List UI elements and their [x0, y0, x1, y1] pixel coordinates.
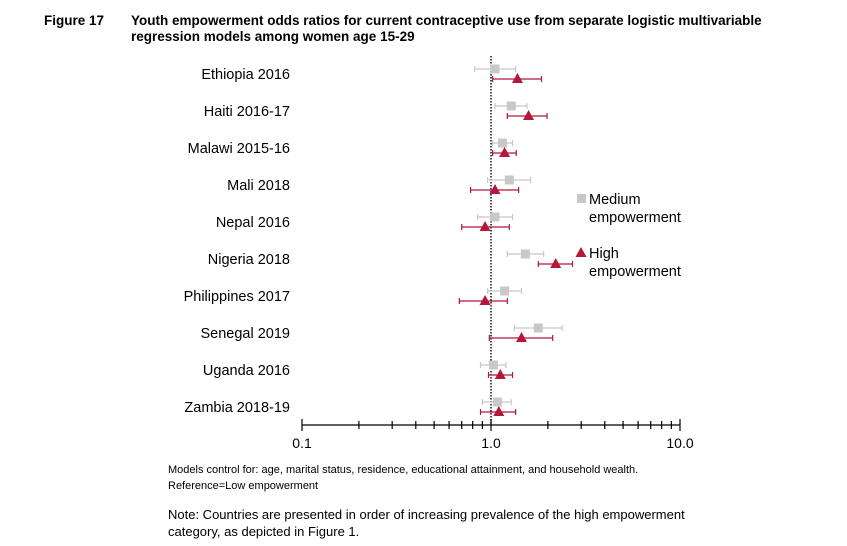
medium-empowerment-point [487, 286, 523, 296]
high-empowerment-point [506, 110, 548, 120]
x-tick-label: 10.0 [666, 435, 693, 451]
legend-high-marker [575, 247, 587, 257]
medium-empowerment-point [492, 138, 514, 148]
high-triangle-marker [479, 221, 491, 231]
country-label: Senegal 2019 [201, 326, 291, 342]
high-triangle-marker [499, 147, 511, 157]
medium-square-marker [506, 101, 516, 111]
medium-empowerment-point [506, 249, 545, 259]
medium-square-marker [497, 138, 507, 148]
medium-empowerment-point [477, 212, 514, 222]
country-label: Nepal 2016 [216, 215, 290, 231]
country-label: Ethiopia 2016 [201, 67, 290, 83]
country-label: Philippines 2017 [184, 289, 290, 305]
country-label: Mali 2018 [227, 178, 290, 194]
legend-high-label: High [589, 246, 619, 262]
high-empowerment-point [492, 73, 543, 83]
country-label: Nigeria 2018 [208, 252, 290, 268]
high-triangle-marker [515, 332, 527, 342]
models-note: Models control for: age, marital status,… [168, 462, 808, 494]
high-triangle-marker [493, 406, 505, 416]
medium-square-marker [533, 323, 543, 333]
medium-empowerment-point [474, 64, 517, 74]
medium-empowerment-point [513, 323, 563, 333]
medium-empowerment-point [479, 360, 507, 370]
high-triangle-marker [550, 258, 562, 268]
legend: Medium empowerment High empowerment [575, 192, 681, 280]
high-empowerment-point [492, 147, 517, 157]
high-empowerment-point [461, 221, 510, 231]
ordering-note: Note: Countries are presented in order o… [168, 507, 685, 539]
high-empowerment-point [470, 184, 520, 194]
country-label: Haiti 2016-17 [204, 104, 290, 120]
medium-square-marker [490, 212, 500, 222]
country-label: Zambia 2018-19 [184, 400, 290, 416]
high-triangle-marker [494, 369, 506, 379]
models-control-text: Models control for: age, marital status,… [168, 464, 639, 476]
medium-square-marker [500, 286, 510, 296]
medium-empowerment-point [494, 101, 528, 111]
x-tick-label: 0.1 [292, 435, 312, 451]
medium-square-marker [492, 397, 502, 407]
legend-high-label: empowerment [589, 264, 681, 280]
legend-medium-label: empowerment [589, 210, 681, 226]
medium-square-marker [504, 175, 514, 185]
country-label: Malawi 2015-16 [188, 141, 290, 157]
country-label: Uganda 2016 [203, 363, 290, 379]
figure-title: Youth empowerment odds ratios for curren… [131, 13, 762, 44]
high-empowerment-point [458, 295, 508, 305]
x-tick-label: 1.0 [481, 435, 501, 451]
high-triangle-marker [489, 184, 501, 194]
legend-medium-marker [577, 194, 586, 203]
figure-label: Figure 17 [44, 13, 105, 28]
high-empowerment-point [479, 406, 517, 416]
medium-square-marker [488, 360, 498, 370]
legend-medium-label: Medium [589, 192, 641, 208]
medium-square-marker [520, 249, 530, 259]
high-triangle-marker [523, 110, 535, 120]
high-triangle-marker [479, 295, 491, 305]
high-empowerment-point [488, 332, 554, 342]
high-empowerment-point [537, 258, 574, 268]
medium-square-marker [490, 64, 500, 74]
high-triangle-marker [511, 73, 523, 83]
reference-text: Reference=Low empowerment [168, 480, 319, 492]
medium-empowerment-point [481, 397, 512, 407]
high-empowerment-point [487, 369, 514, 379]
medium-empowerment-point [487, 175, 532, 185]
